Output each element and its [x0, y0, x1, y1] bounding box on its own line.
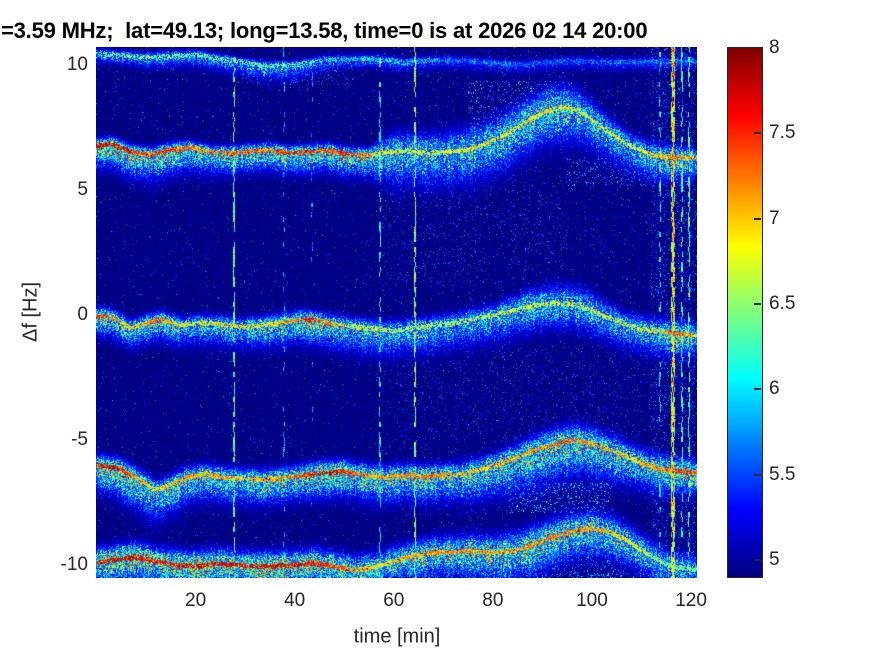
y-tick-label: -10: [60, 553, 88, 575]
colorbar-tick-label: 6: [769, 378, 780, 400]
x-tick-label: 100: [576, 590, 608, 611]
colorbar-tick-mark: [754, 558, 761, 561]
y-axis-tick-labels: 10 5 0 -5 -10: [34, 0, 88, 656]
y-tick-label: 10: [66, 54, 88, 76]
colorbar-tick-mark: [754, 388, 761, 391]
colorbar-tick-mark: [754, 217, 761, 220]
x-tick-label: 40: [284, 590, 306, 611]
x-axis-label: time [min]: [353, 625, 441, 648]
colorbar-tick-label: 6.5: [769, 292, 796, 314]
spectrogram-image: [96, 47, 697, 578]
chart-title: =3.59 MHz; lat=49.13; long=13.58, time=0…: [1, 18, 648, 43]
y-tick-label: 0: [77, 303, 88, 325]
colorbar-tick-label: 5: [769, 548, 780, 570]
x-tick-label: 80: [482, 590, 504, 611]
colorbar-tick-label: 5.5: [769, 463, 796, 485]
colorbar-gradient: [728, 48, 762, 577]
colorbar-tick-label: 7.5: [769, 122, 796, 144]
colorbar-tick-mark: [754, 302, 761, 305]
colorbar-tick-label: 7: [769, 207, 780, 229]
colorbar-tick-label: 8: [769, 37, 780, 58]
y-tick-label: 5: [77, 179, 88, 201]
colorbar: [727, 47, 763, 578]
x-tick-label: 60: [383, 590, 405, 611]
x-tick-label: 120: [675, 590, 707, 611]
colorbar-tick-mark: [754, 132, 761, 135]
y-tick-label: -5: [71, 428, 88, 450]
x-tick-label: 20: [185, 590, 207, 611]
colorbar-tick-mark: [754, 473, 761, 476]
